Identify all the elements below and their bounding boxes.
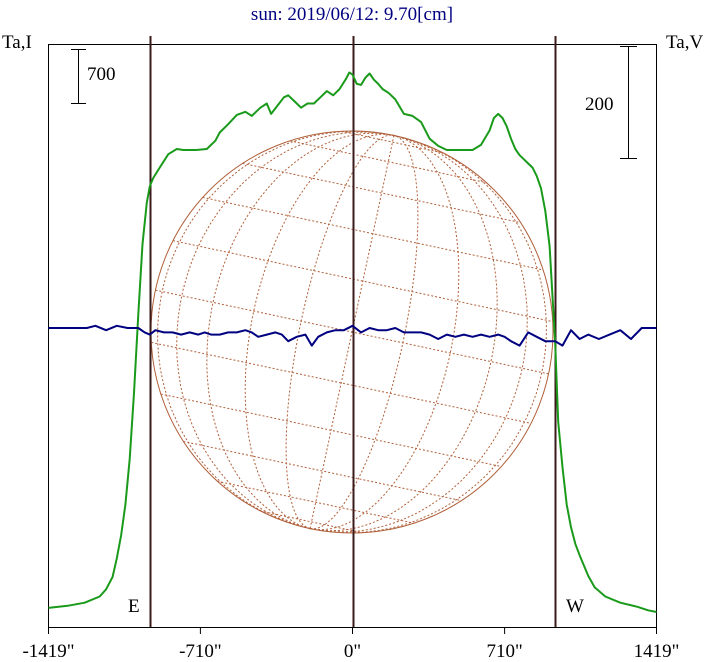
longitude-line (309, 135, 395, 529)
limb-west-label: W (566, 596, 584, 617)
latitude-line (183, 440, 462, 502)
longitude-line (310, 134, 547, 534)
longitude-line (206, 132, 394, 530)
right-scale-bar (620, 46, 637, 159)
x-tick-label-4: 1419" (634, 641, 680, 662)
longitude-line (310, 134, 498, 532)
longitude-line (244, 133, 394, 530)
chart-title: sun: 2019/06/12: 9.70[cm] (251, 4, 453, 25)
solar-disk-grid (150, 130, 554, 534)
limb-lines (149, 36, 557, 627)
polarization-series-line (48, 324, 657, 347)
longitude-line (310, 134, 460, 531)
intensity-series-line (48, 71, 657, 613)
left-scale-label: 700 (87, 64, 116, 85)
longitude-line (310, 134, 419, 530)
limb-east-label: E (128, 596, 140, 617)
latitude-line (242, 162, 521, 224)
x-tick-label-0: -1419" (22, 641, 74, 662)
right-scale-label: 200 (585, 94, 614, 115)
left-scale-bar (71, 49, 86, 104)
latitude-line (160, 393, 502, 468)
longitude-line (176, 131, 394, 530)
longitude-line (285, 134, 394, 530)
y-right-label: Ta,V (666, 32, 703, 53)
x-tick-label-3: 710" (486, 641, 522, 662)
x-axis-ticks: -1419" -710" 0" 710" 1419" (22, 627, 679, 662)
longitude-line (310, 134, 528, 533)
x-tick-label-2: 0" (344, 641, 361, 662)
longitude-line (157, 130, 394, 530)
latitude-line (202, 196, 544, 271)
y-left-label: Ta,I (2, 32, 32, 53)
x-tick-label-1: -710" (179, 641, 222, 662)
